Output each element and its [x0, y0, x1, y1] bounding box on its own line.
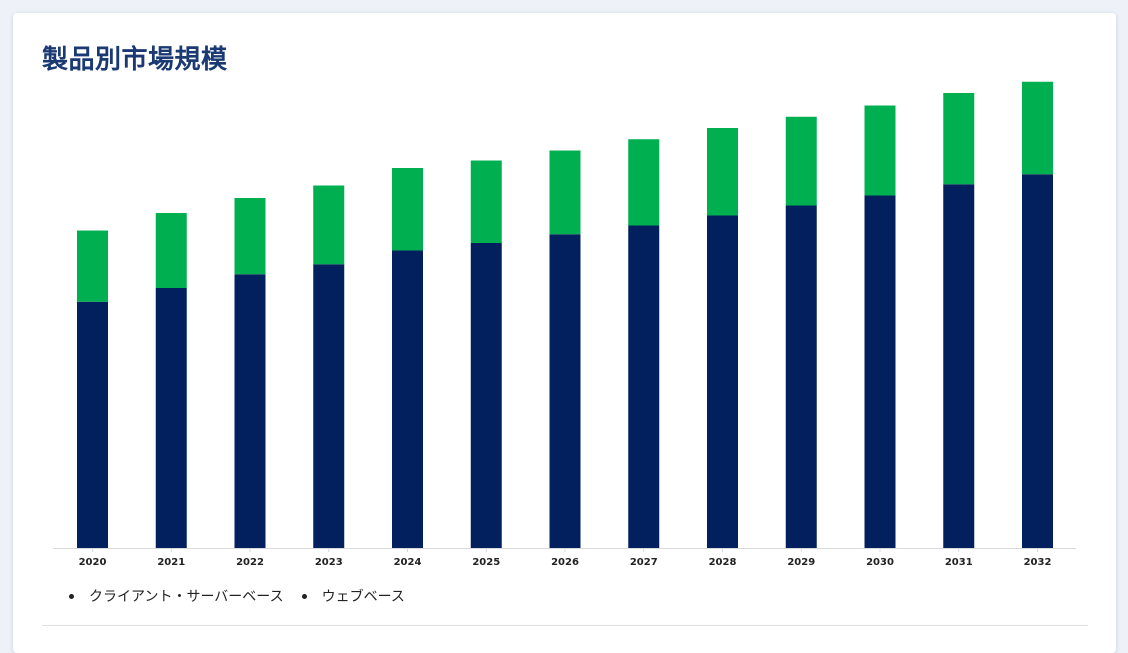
legend-bullet	[301, 593, 307, 599]
legend-item-web-based[interactable]: ウェブベース	[301, 586, 405, 606]
bar-2021-client-server	[155, 288, 187, 548]
bar-2029-client-server	[785, 205, 817, 548]
bar-2028-client-server	[707, 215, 738, 548]
bar-2024-client-server	[392, 250, 423, 548]
bar-2021-web-based	[155, 213, 187, 288]
x-tick-label: 2022	[236, 557, 264, 568]
x-tick-label: 2032	[1024, 557, 1052, 568]
bar-2022-client-server	[234, 274, 266, 548]
x-tick-label: 2026	[551, 557, 579, 568]
legend-label: クライアント・サーバーベース	[89, 589, 284, 605]
x-tick-label: 2029	[787, 557, 815, 568]
bar-2027-client-server	[628, 225, 660, 548]
bar-2028-web-based	[707, 128, 738, 216]
x-tick-label: 2027	[630, 557, 658, 568]
legend-bullet	[69, 593, 74, 599]
bar-2032-client-server	[1022, 174, 1053, 548]
bar-2025-client-server	[470, 243, 502, 548]
bar-2031-web-based	[943, 93, 975, 185]
x-tick-label: 2023	[315, 557, 343, 568]
bar-2025-web-based	[470, 160, 502, 243]
x-tick-label: 2030	[866, 557, 894, 568]
bar-2023-client-server	[313, 264, 345, 548]
legend-label: ウェブベース	[321, 589, 405, 605]
chart-legend: クライアント・サーバーベース ウェブベース	[69, 586, 423, 606]
bar-2031-client-server	[943, 184, 975, 548]
stacked-bar-chart: 2020 2021 2022 2023 2024 2025 2026 2027 2028 2029…	[53, 81, 1076, 568]
x-tick-label: 2025	[472, 557, 500, 568]
bar-2032-web-based	[1022, 81, 1053, 175]
bar-2029-web-based	[785, 116, 817, 206]
x-tick-label: 2024	[394, 557, 422, 568]
bar-2022-web-based	[234, 198, 266, 275]
x-tick-label: 2028	[709, 557, 737, 568]
bar-2026-client-server	[549, 234, 581, 548]
chart-title: 製品別市場規模	[42, 45, 228, 75]
bar-2024-web-based	[392, 168, 423, 251]
bar-2023-web-based	[313, 185, 345, 265]
x-tick-label: 2020	[79, 557, 107, 568]
x-tick-label: 2031	[945, 557, 973, 568]
bar-2030-web-based	[864, 105, 896, 196]
x-tick-label: 2021	[157, 557, 185, 568]
bar-2020-web-based	[77, 230, 108, 302]
bar-2027-web-based	[628, 139, 660, 226]
legend-item-client-server[interactable]: クライアント・サーバーベース	[69, 586, 284, 606]
bottom-divider	[42, 625, 1088, 626]
bar-2020-client-server	[77, 301, 108, 548]
chart-card: 製品別市場規模 2020 2021 2022 2023 2024 2025 2026 2027…	[13, 13, 1116, 653]
bar-2026-web-based	[549, 150, 581, 235]
bar-2030-client-server	[864, 195, 896, 548]
